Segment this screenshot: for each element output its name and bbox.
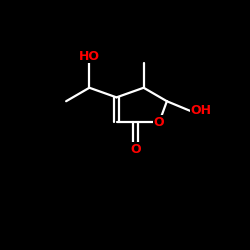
Text: O: O <box>154 116 164 129</box>
Text: OH: OH <box>190 104 211 117</box>
Text: O: O <box>130 143 141 156</box>
Text: HO: HO <box>79 50 100 63</box>
